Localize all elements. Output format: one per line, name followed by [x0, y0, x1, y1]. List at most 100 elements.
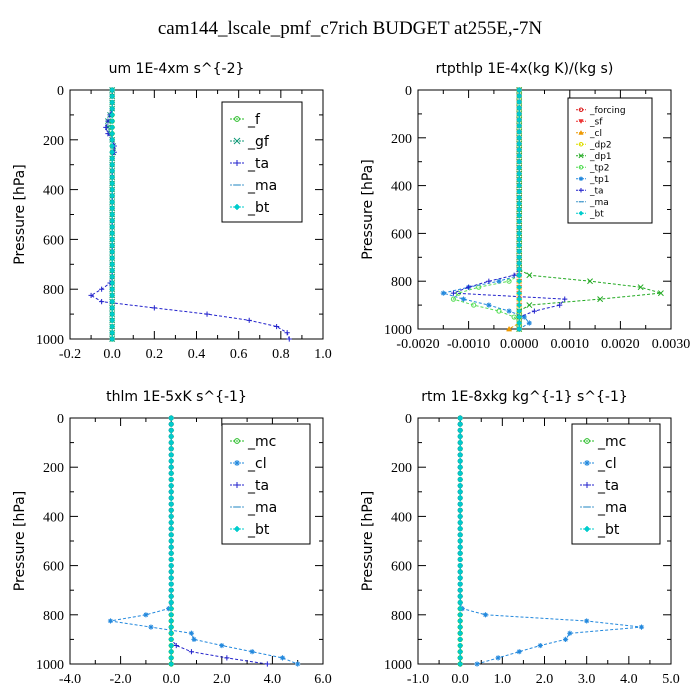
- legend-entry: _sf: [589, 117, 603, 127]
- data-point: [587, 278, 593, 285]
- data-point: [511, 272, 517, 278]
- data-point: [109, 323, 116, 330]
- data-point: [457, 433, 464, 440]
- data-point: [168, 617, 175, 624]
- data-point: [188, 630, 195, 636]
- y-tick-label: 0: [405, 412, 412, 427]
- data-point: [457, 550, 464, 557]
- data-point: [457, 513, 464, 520]
- data-point: [516, 194, 523, 201]
- legend-entry: _mc: [247, 434, 276, 450]
- data-point: [516, 272, 523, 279]
- data-point: [486, 302, 492, 308]
- legend-box: [221, 101, 303, 223]
- data-point: [109, 273, 116, 280]
- data-point: [457, 611, 464, 618]
- data-point: [457, 544, 464, 551]
- y-axis-label: Pressure [hPa]: [12, 164, 28, 264]
- data-point: [516, 260, 523, 267]
- legend-marker: [578, 210, 584, 216]
- data-point: [516, 176, 523, 183]
- chart-panel-1: um 1E-4xm s^{-2} Pressure [hPa] -0.2 0.0 0.2…: [12, 61, 332, 362]
- data-point: [457, 519, 464, 526]
- legend-marker: [578, 188, 584, 193]
- series-line-8: [453, 90, 566, 329]
- data-point: [516, 284, 523, 291]
- legend-entry: _ma: [589, 198, 609, 208]
- data-point: [168, 630, 175, 637]
- data-point: [109, 136, 116, 143]
- data-point: [109, 167, 116, 174]
- chart-panel-2: rtpthlp 1E-4x(kg K)/(kg s) Pressure [hPa]…: [360, 61, 690, 352]
- legend-marker: [234, 160, 240, 166]
- y-axis-label: Pressure [hPa]: [360, 159, 376, 259]
- data-point: [168, 421, 175, 428]
- data-point: [168, 605, 175, 612]
- y-tick-label: 400: [43, 510, 64, 525]
- data-point: [168, 427, 175, 434]
- data-point: [168, 525, 175, 532]
- legend-entry: _ma: [597, 500, 627, 516]
- data-point: [516, 146, 523, 153]
- legend-marker: [578, 141, 584, 147]
- data-point: [109, 336, 116, 342]
- series-group: [457, 415, 645, 667]
- data-point: [168, 550, 175, 557]
- x-tick-label: -1.0: [407, 672, 429, 687]
- data-point: [637, 284, 644, 291]
- x-tick-label: 0.0: [103, 347, 121, 362]
- data-point: [516, 254, 523, 261]
- data-point: [249, 649, 255, 655]
- data-point: [516, 218, 523, 225]
- panel-title: rtm 1E-8xkg kg^{-1} s^{-1}: [421, 389, 628, 405]
- x-tick-label: 1.0: [314, 347, 332, 362]
- legend-marker: [578, 107, 584, 113]
- data-point: [526, 272, 533, 279]
- legend-marker: [584, 460, 590, 466]
- data-point: [526, 302, 533, 309]
- legend-entry: _ta: [589, 186, 604, 196]
- data-point: [457, 624, 464, 631]
- x-tick-label: 3.0: [578, 672, 596, 687]
- data-point: [173, 642, 179, 649]
- legend-entry: _mc: [597, 434, 626, 450]
- x-tick-label: 4.0: [620, 672, 638, 687]
- data-point: [246, 317, 252, 323]
- legend-entry: _forcing: [589, 106, 626, 116]
- y-tick-label: 600: [391, 227, 412, 242]
- data-point: [457, 568, 464, 575]
- x-tick-label: 4.0: [264, 672, 282, 687]
- data-point: [516, 116, 523, 123]
- data-point: [286, 336, 292, 342]
- data-point: [457, 587, 464, 594]
- data-point: [109, 111, 116, 118]
- data-point: [168, 568, 175, 575]
- data-point: [457, 593, 464, 600]
- legend-entry: _tp2: [589, 163, 609, 173]
- data-point: [457, 562, 464, 569]
- x-tick-label: 0.0030: [652, 337, 691, 352]
- legend-entry: _bt: [247, 200, 270, 216]
- x-tick-label: -2.0: [110, 672, 132, 687]
- data-point: [168, 562, 175, 569]
- x-tick-label: -0.0020: [396, 337, 439, 352]
- legend-marker: [583, 525, 591, 533]
- legend-marker: [233, 137, 241, 145]
- data-point: [482, 612, 489, 618]
- data-point: [279, 655, 286, 661]
- data-point: [638, 624, 645, 630]
- x-tick-label: 2.0: [536, 672, 554, 687]
- data-point: [516, 308, 523, 315]
- x-tick-label: 0.0020: [601, 337, 640, 352]
- data-point: [562, 296, 568, 302]
- legend-entry: _ta: [247, 156, 269, 172]
- data-point: [516, 158, 523, 165]
- data-point: [457, 581, 464, 588]
- y-tick-label: 400: [391, 180, 412, 195]
- data-point: [168, 439, 175, 446]
- legend-marker: [233, 525, 241, 533]
- x-tick-label: 0.0000: [500, 337, 539, 352]
- data-point: [516, 266, 523, 273]
- data-point: [597, 296, 604, 303]
